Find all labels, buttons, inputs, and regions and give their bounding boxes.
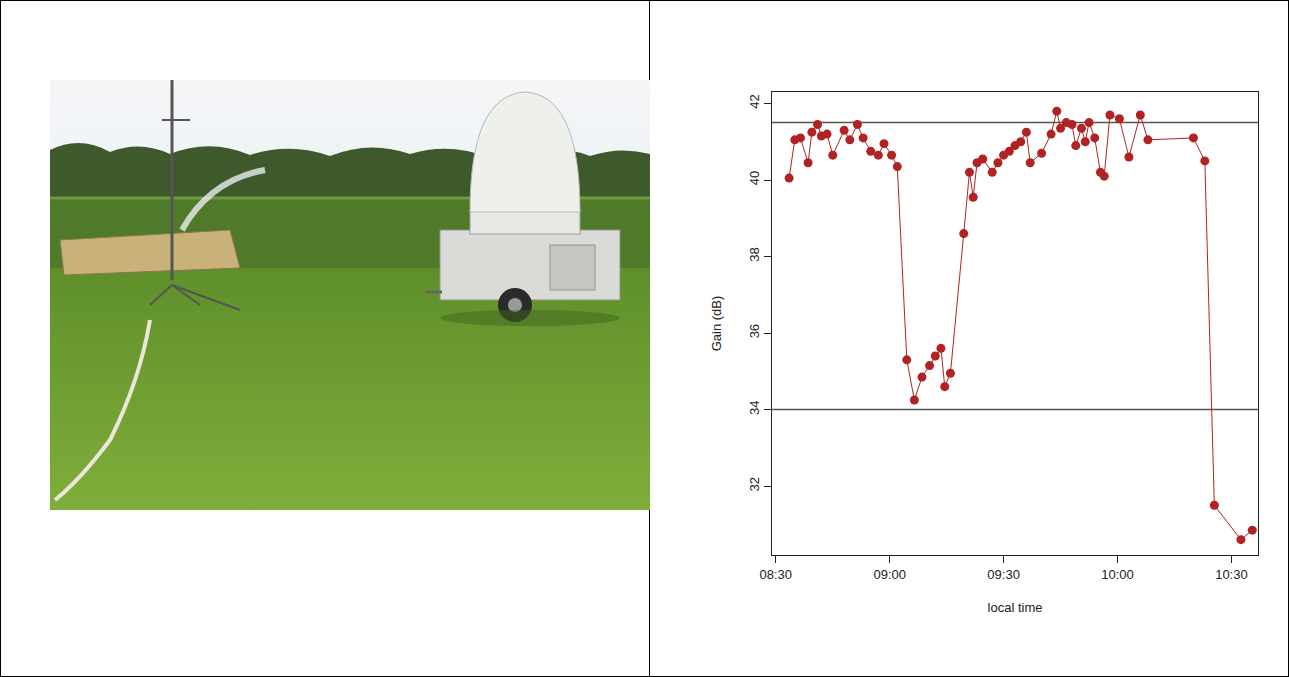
svg-text:08:30: 08:30 [760, 567, 793, 582]
svg-text:40: 40 [747, 171, 762, 185]
svg-text:36: 36 [747, 324, 762, 338]
svg-text:38: 38 [747, 247, 762, 261]
svg-text:09:00: 09:00 [873, 567, 906, 582]
svg-text:09:30: 09:30 [987, 567, 1020, 582]
svg-text:34: 34 [747, 400, 762, 414]
svg-text:Gain (dB): Gain (dB) [709, 296, 724, 352]
svg-text:local time: local time [988, 600, 1043, 615]
svg-text:42: 42 [747, 94, 762, 108]
svg-text:32: 32 [747, 477, 762, 491]
svg-text:10:30: 10:30 [1215, 567, 1248, 582]
svg-text:10:00: 10:00 [1101, 567, 1134, 582]
